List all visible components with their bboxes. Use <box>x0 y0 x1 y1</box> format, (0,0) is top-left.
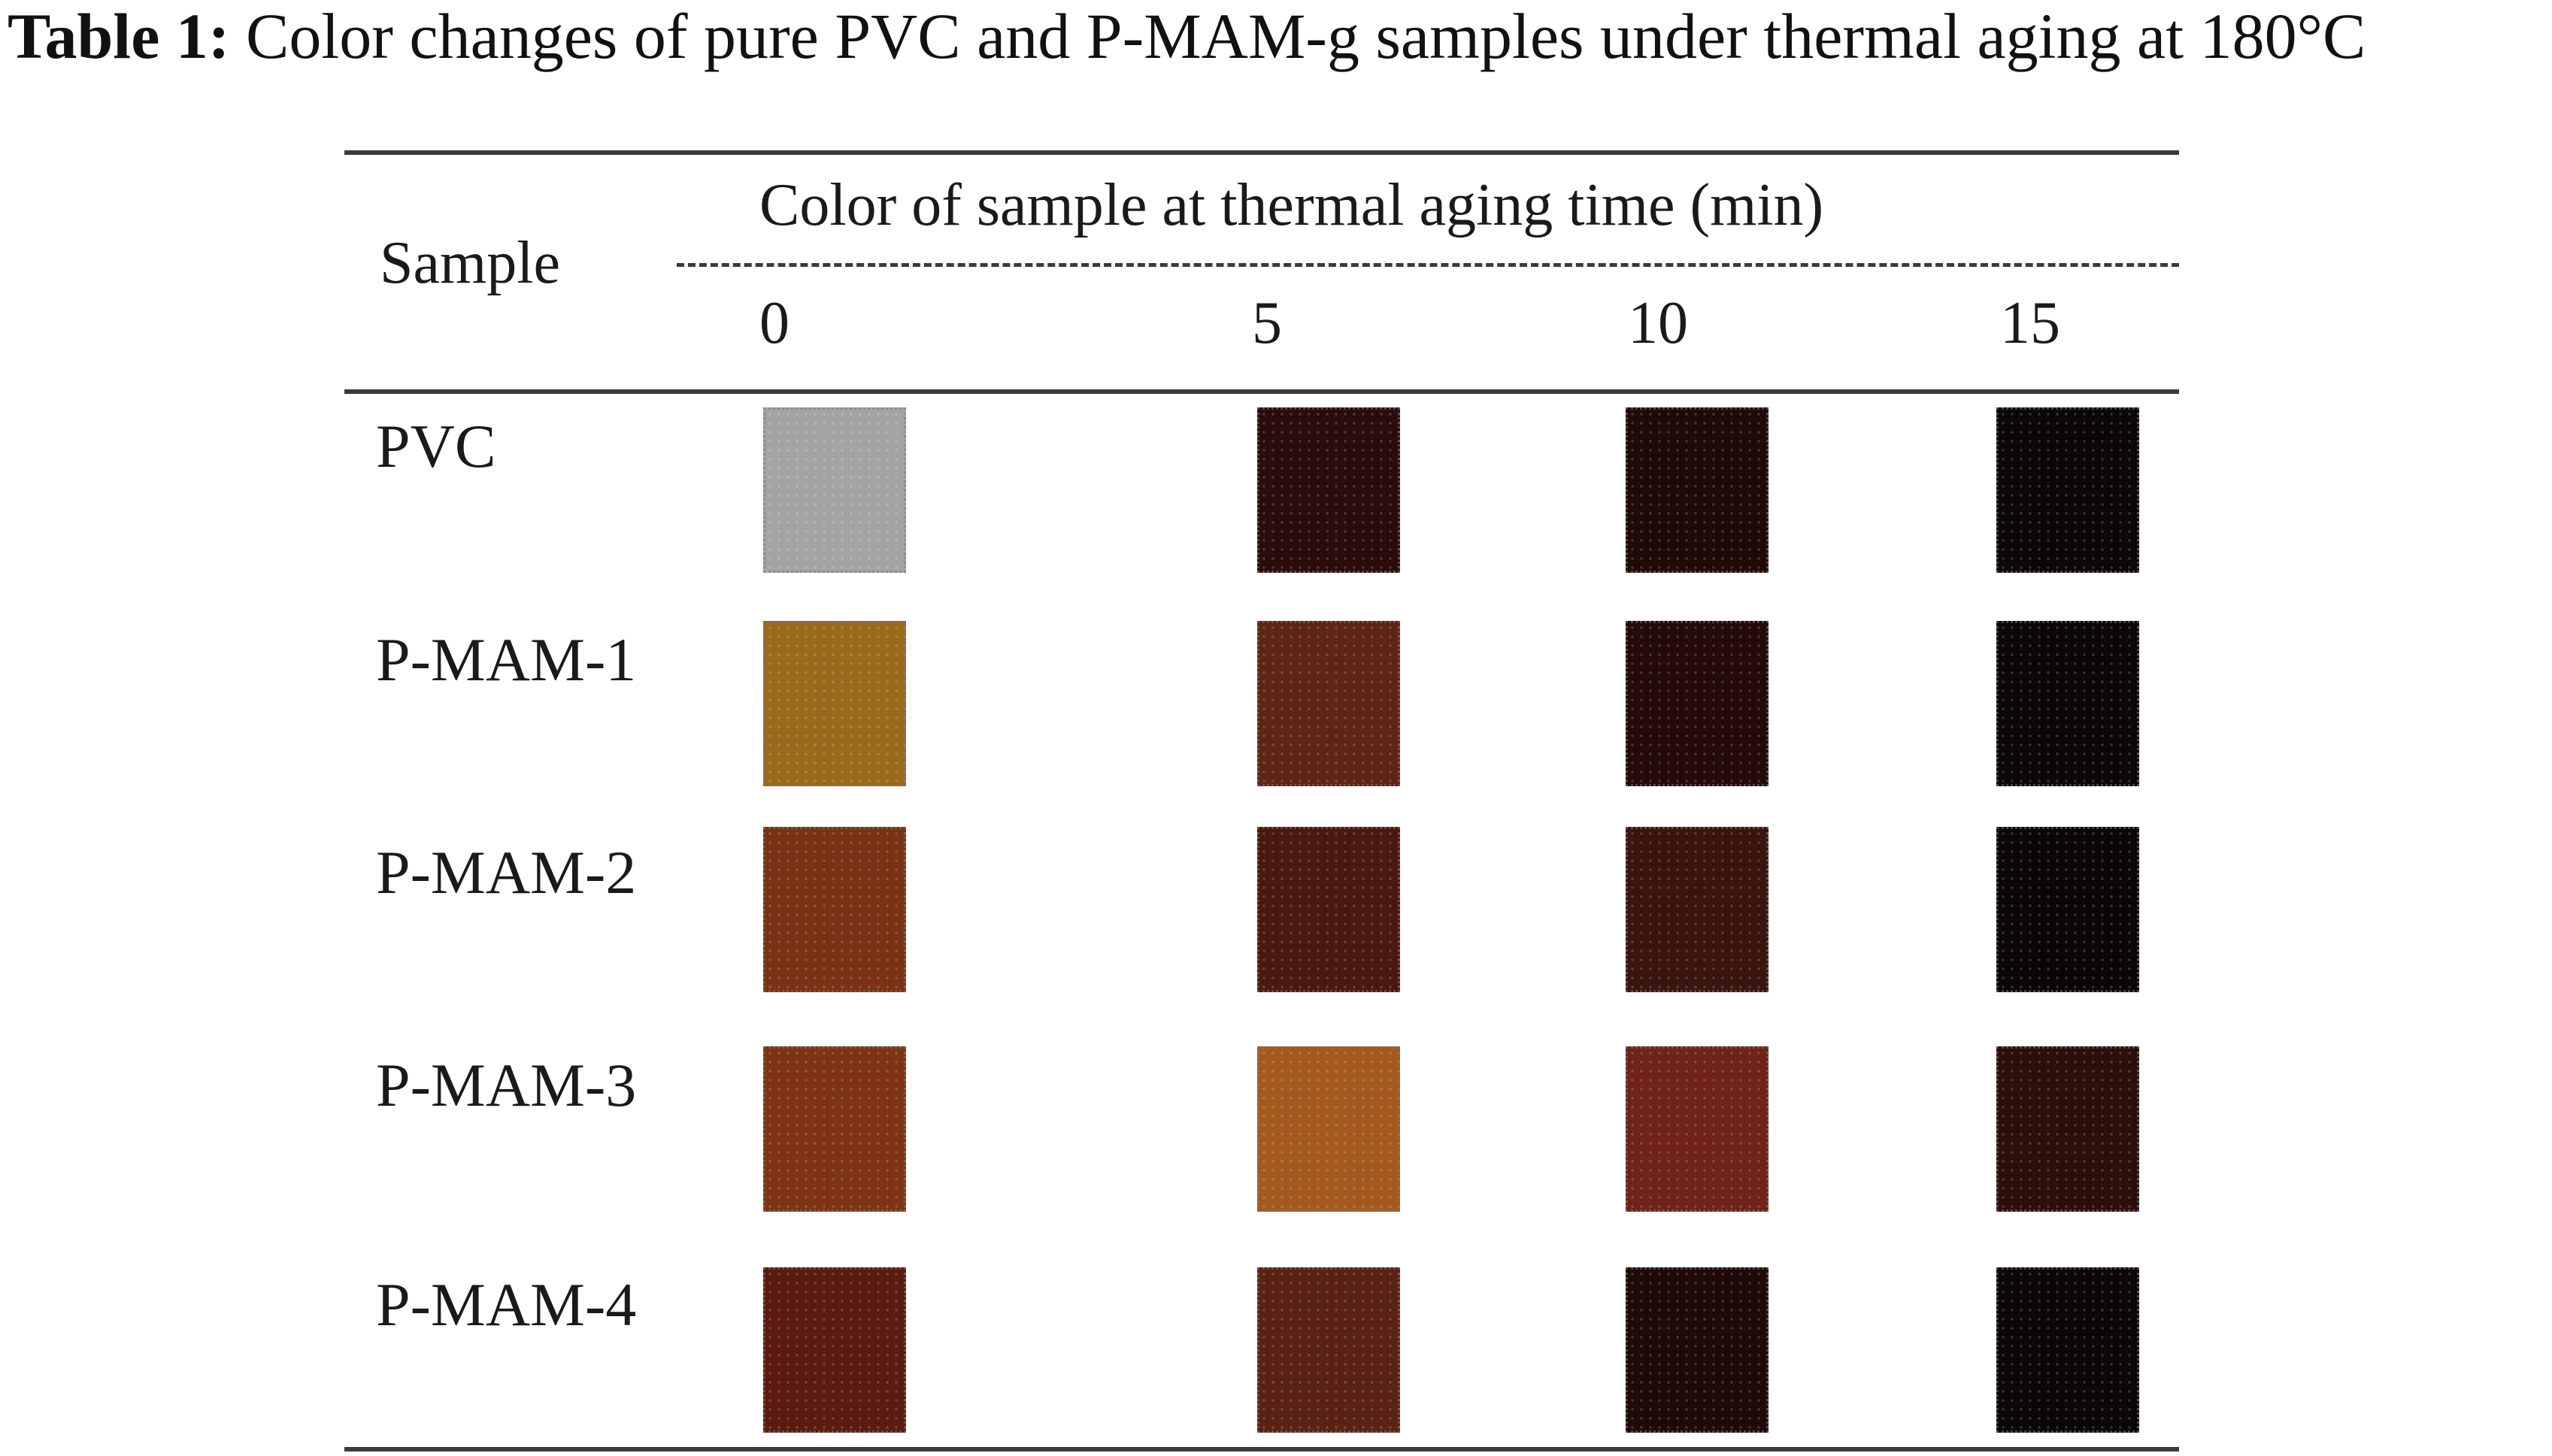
header-bottom-rule <box>344 389 2179 394</box>
swatch-p-mam-1-15min <box>1996 621 2139 786</box>
swatch-p-mam-2-10min <box>1626 827 1769 992</box>
time-header-10: 10 <box>1628 290 1688 356</box>
row-label-p-mam-4: P-MAM-4 <box>376 1270 637 1339</box>
swatch-pvc-10min <box>1626 407 1769 573</box>
swatch-p-mam-4-10min <box>1626 1267 1769 1433</box>
row-label-p-mam-2: P-MAM-2 <box>376 838 637 907</box>
row-label-p-mam-1: P-MAM-1 <box>376 625 637 694</box>
swatch-p-mam-3-0min <box>763 1046 906 1212</box>
time-header-0: 0 <box>759 290 790 356</box>
swatch-p-mam-4-0min <box>763 1267 906 1433</box>
aging-time-group-header: Color of sample at thermal aging time (m… <box>759 172 1824 238</box>
swatch-p-mam-4-15min <box>1996 1267 2139 1433</box>
caption-label: Table 1: <box>8 0 230 72</box>
time-header-5: 5 <box>1252 290 1282 356</box>
swatch-p-mam-1-10min <box>1626 621 1769 786</box>
swatch-p-mam-2-0min <box>763 827 906 992</box>
time-header-15: 15 <box>2000 290 2060 356</box>
swatch-pvc-15min <box>1996 407 2139 573</box>
swatch-p-mam-4-5min <box>1257 1267 1400 1433</box>
swatch-p-mam-2-15min <box>1996 827 2139 992</box>
sample-column-header: Sample <box>380 230 560 296</box>
row-label-pvc: PVC <box>376 412 496 480</box>
swatch-p-mam-2-5min <box>1257 827 1400 992</box>
swatch-p-mam-1-0min <box>763 621 906 786</box>
caption-text: Color changes of pure PVC and P-MAM-g sa… <box>246 0 2366 72</box>
swatch-p-mam-3-15min <box>1996 1046 2139 1212</box>
swatch-pvc-5min <box>1257 407 1400 573</box>
swatch-p-mam-3-5min <box>1257 1046 1400 1212</box>
table-top-rule <box>344 150 2179 155</box>
swatch-pvc-0min <box>763 407 906 573</box>
swatch-p-mam-1-5min <box>1257 621 1400 786</box>
table-caption: Table 1: Color changes of pure PVC and P… <box>8 0 2549 72</box>
table-bottom-rule <box>344 1447 2179 1451</box>
swatch-p-mam-3-10min <box>1626 1046 1769 1212</box>
row-label-p-mam-3: P-MAM-3 <box>376 1051 637 1119</box>
group-header-rule <box>677 263 2179 267</box>
